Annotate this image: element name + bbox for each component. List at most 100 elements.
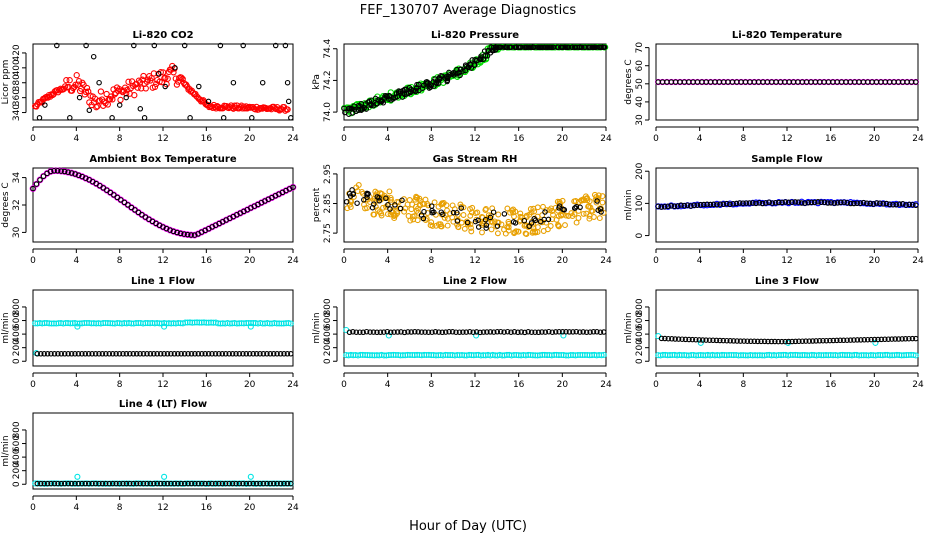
data-point [137,480,143,487]
data-point [877,200,883,206]
data-point [61,351,68,357]
x-tick-label: 16 [825,380,837,390]
data-point [480,56,487,63]
data-point [164,351,171,357]
data-point [123,94,129,101]
y-axis-label: ml/min [1,312,11,343]
data-point [744,338,751,344]
data-point [260,480,267,487]
data-point [594,329,600,335]
data-point [580,329,586,335]
data-point [546,207,553,214]
data-point [288,115,294,121]
data-point [913,335,919,342]
data-point [36,99,43,106]
data-point [360,329,366,336]
y-axis-label: ml/min [1,435,11,466]
data-point [429,329,435,335]
data-point [580,210,587,217]
data-point [274,480,280,487]
data-point [415,329,421,335]
data-point [85,351,92,357]
x-tick-label: 20 [244,134,256,144]
data-point [595,195,602,202]
data-point [68,351,75,357]
data-point [233,351,239,357]
data-point [202,351,208,357]
data-point [450,209,457,216]
data-point [65,169,71,175]
data-point [58,168,64,174]
data-point [763,200,769,206]
data-point [72,351,78,357]
data-point [86,107,93,114]
data-point [761,338,768,345]
data-point [103,351,109,357]
data-point [556,329,562,335]
data-point [573,328,580,335]
data-point [820,337,826,344]
data-point [578,197,585,204]
data-point [753,200,759,207]
data-point [779,338,785,345]
data-point [461,225,468,232]
data-point [347,204,354,211]
data-point [363,328,370,335]
y-tick-label: 600 [12,435,22,452]
data-point [253,351,260,357]
data-point [247,323,254,330]
data-point [903,202,909,208]
data-point [699,337,706,343]
data-point [841,199,847,205]
data-point [518,44,524,50]
data-point [785,199,792,206]
data-point [67,115,73,121]
data-point [468,228,475,235]
data-point [50,167,58,175]
panel-1: Li-820 CO2 0 4 8 12 16 20 24 340360380400420Lico… [1,30,299,144]
data-point [671,203,678,210]
data-point [168,351,174,357]
data-point [57,167,65,175]
data-point [257,351,263,357]
data-point [710,201,717,208]
data-point [388,196,394,203]
data-point [364,194,370,200]
data-point [157,351,164,357]
data-point [362,205,368,212]
data-point [906,201,913,208]
data-point [909,335,916,342]
y-tick-label: 34 [12,172,22,184]
data-point [155,71,162,77]
y-tick-label: 40 [635,96,645,108]
data-point [758,338,764,345]
x-tick-label: 8 [428,380,434,390]
data-point [837,337,843,344]
data-point [505,224,512,231]
data-point [454,209,460,216]
data-point [392,94,399,101]
data-point [184,231,191,238]
data-point [507,209,514,216]
data-point [858,337,864,343]
y-axis-label: ml/min [624,312,634,343]
data-point [558,211,565,218]
data-point [665,335,672,342]
data-point [61,168,68,175]
data-point [483,225,489,231]
data-point [494,329,501,335]
data-point [65,351,71,357]
data-point [353,329,360,335]
data-point [230,79,237,86]
data-point [713,200,721,208]
data-point [191,231,198,239]
data-point [36,176,44,184]
data-point [883,200,890,207]
data-point [655,203,661,210]
data-point [689,336,696,343]
data-point [457,72,463,79]
data-point [539,329,545,335]
data-point [893,202,899,208]
data-point [872,339,879,346]
data-point [156,78,163,85]
